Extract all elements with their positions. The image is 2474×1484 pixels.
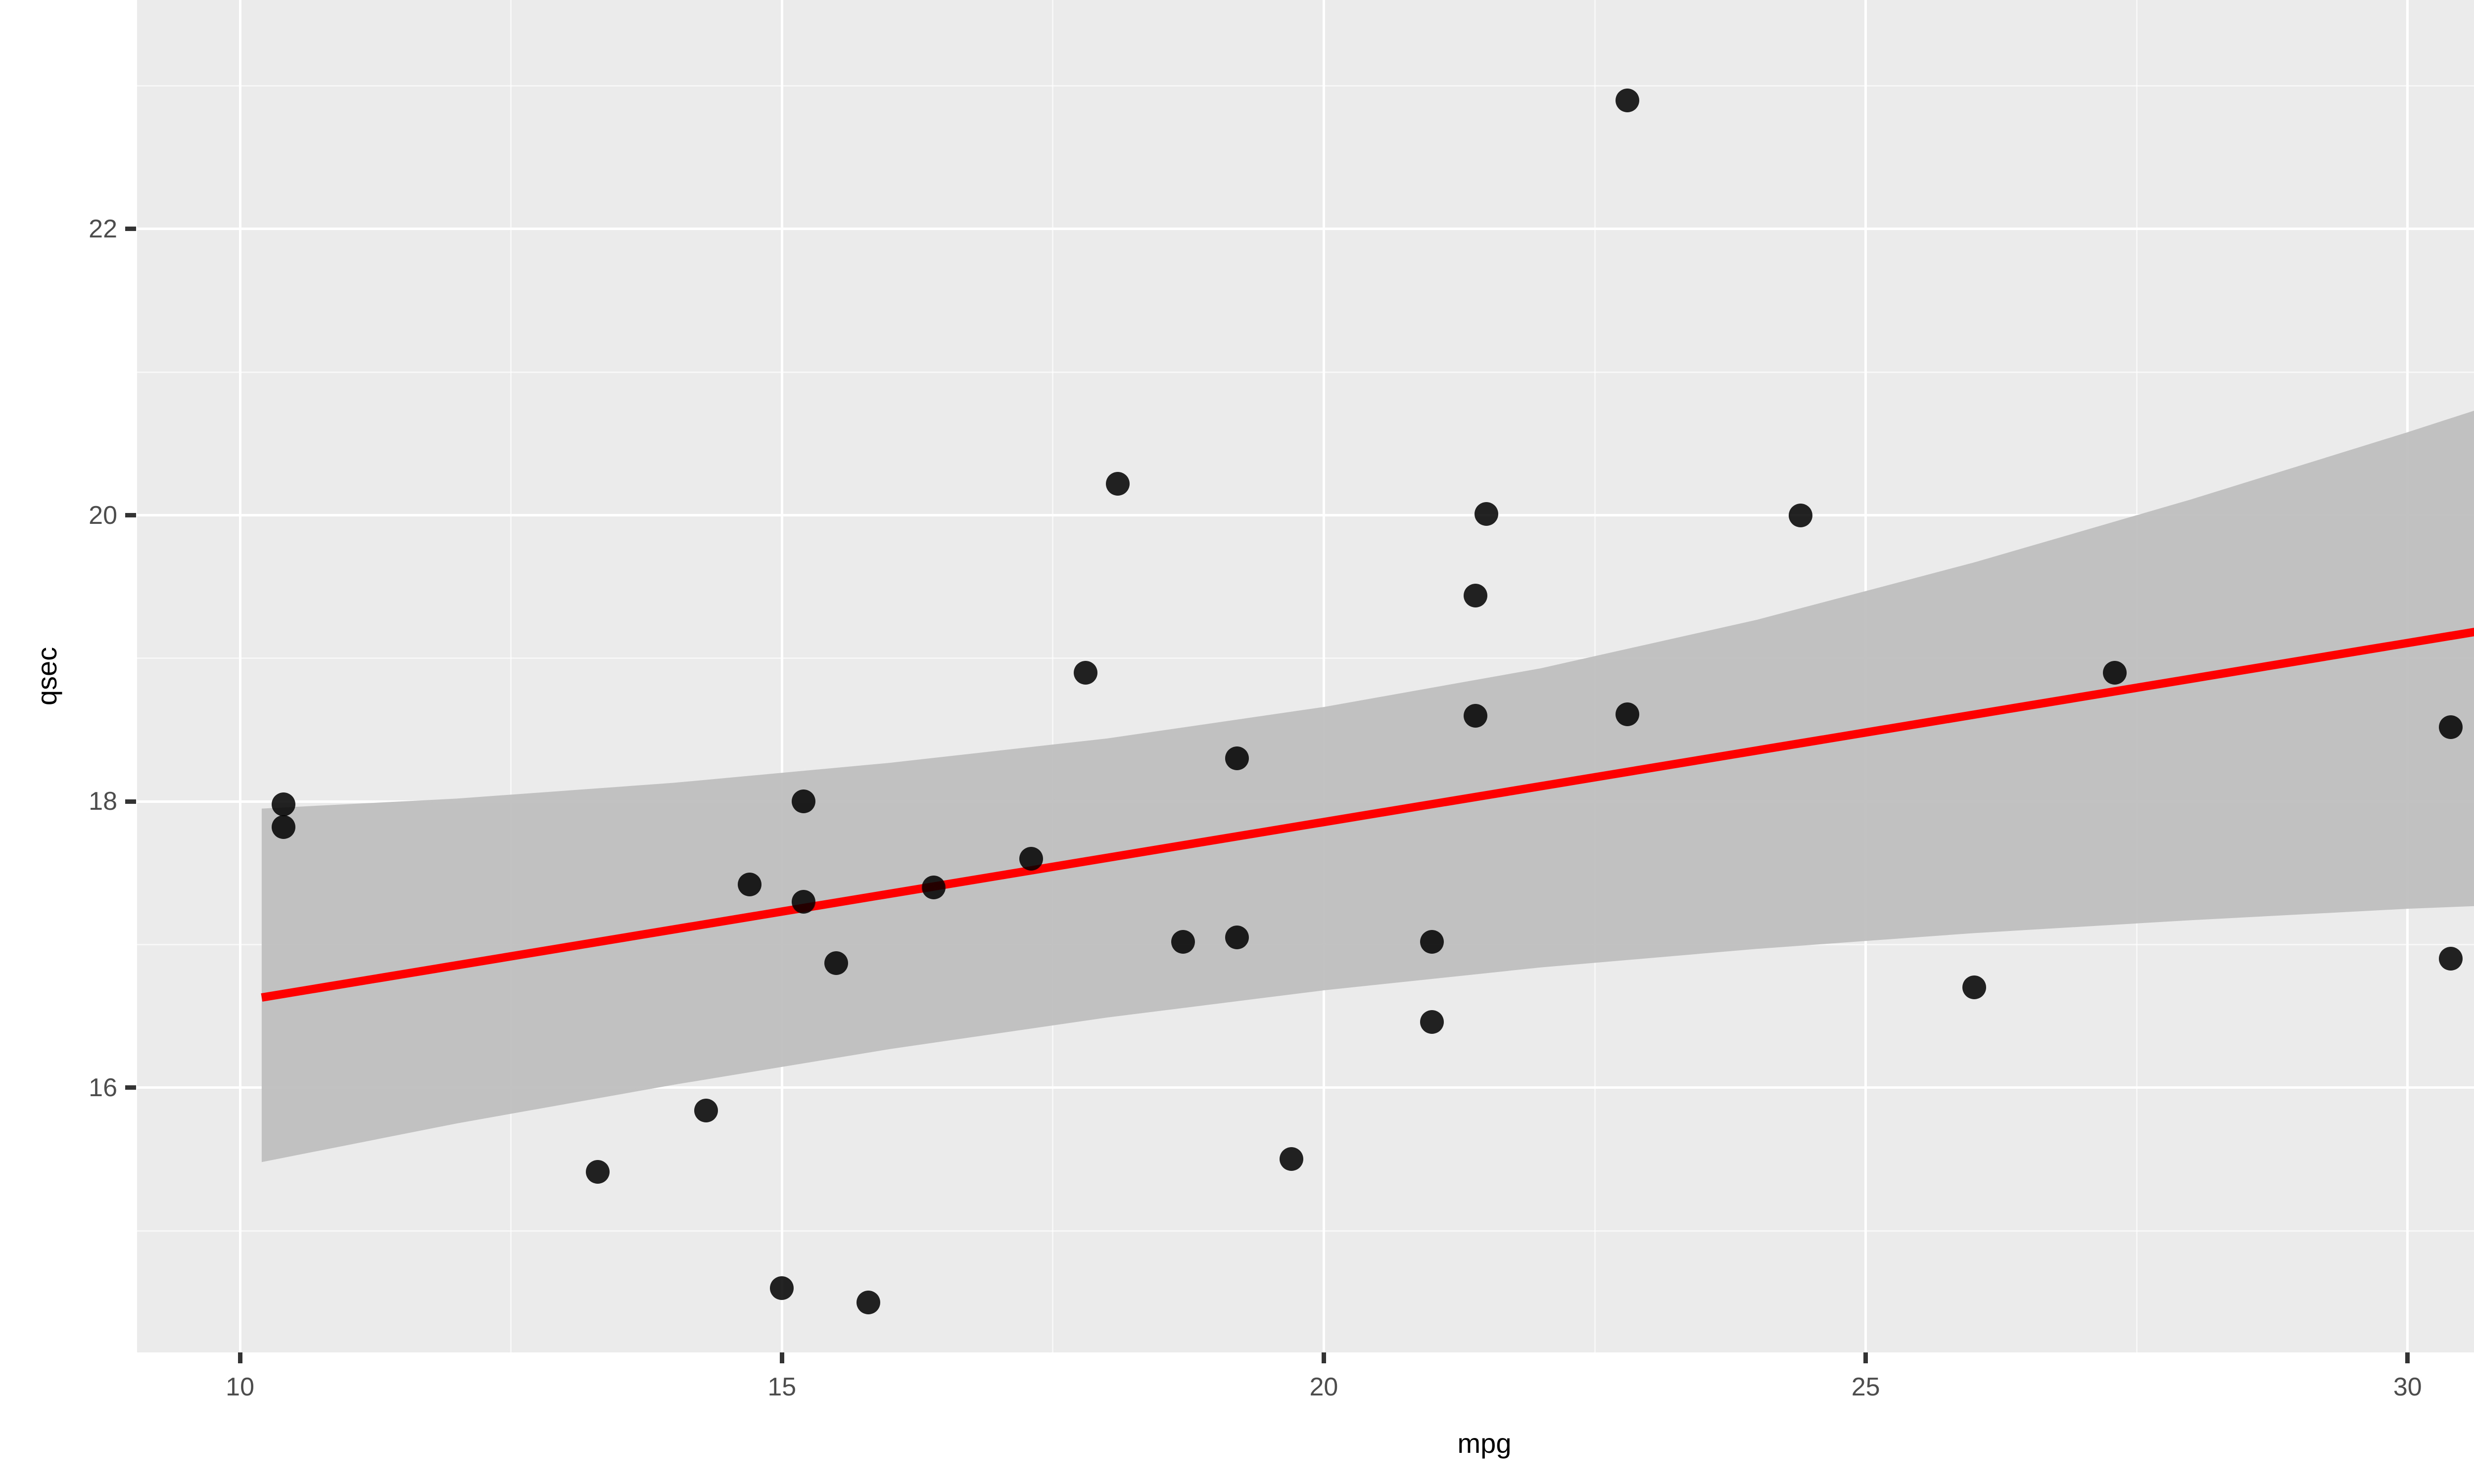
gridline-minor-x (510, 0, 512, 1352)
data-point (1225, 746, 1249, 771)
y-tick-mark (125, 513, 136, 518)
data-point (856, 1290, 881, 1314)
gridline-minor-x (1052, 0, 1054, 1352)
y-tick-label: 20 (89, 501, 117, 530)
x-tick-label: 30 (2393, 1373, 2422, 1401)
y-tick-mark (125, 1085, 136, 1090)
gridline-major-x (780, 0, 783, 1352)
x-tick-label: 10 (226, 1373, 254, 1401)
gridline-major-x (1322, 0, 1325, 1352)
data-point (1073, 660, 1097, 685)
data-point (792, 889, 816, 914)
data-point (1420, 1010, 1444, 1034)
data-point (770, 1276, 794, 1300)
data-point (271, 792, 295, 816)
data-point (1464, 703, 1488, 728)
data-point (737, 872, 761, 896)
data-point (1615, 702, 1639, 726)
data-point (694, 1099, 718, 1123)
data-points (137, 0, 2474, 1352)
x-tick-mark (779, 1352, 784, 1363)
gridline-minor-y (137, 657, 2474, 659)
data-point (1225, 925, 1249, 949)
data-point (2439, 947, 2463, 971)
data-point (792, 789, 816, 814)
data-point (1464, 583, 1488, 607)
gridline-minor-y (137, 1230, 2474, 1232)
data-point (1789, 503, 1813, 527)
data-point (1019, 846, 1044, 871)
y-tick-mark (125, 227, 136, 232)
gridline-minor-y (137, 85, 2474, 87)
x-tick-label: 15 (767, 1373, 797, 1401)
data-point (271, 815, 295, 839)
data-point (2439, 715, 2463, 739)
data-point (2103, 660, 2127, 685)
y-tick-label: 18 (89, 787, 117, 816)
data-point (1420, 929, 1444, 954)
x-tick-mark (1321, 1352, 1326, 1363)
gridline-minor-y (137, 371, 2474, 373)
data-point (1475, 502, 1498, 526)
gridline-major-y (137, 514, 2474, 517)
x-axis-title: mpg (1457, 1428, 1512, 1459)
y-tick-mark (125, 799, 136, 804)
x-tick-mark (238, 1352, 242, 1363)
plot-panel (137, 0, 2474, 1352)
data-point (921, 875, 946, 899)
y-tick-label: 22 (89, 214, 117, 243)
data-point (1279, 1147, 1303, 1171)
data-point (1171, 929, 1195, 954)
x-tick-label: 25 (1851, 1373, 1880, 1401)
regression-line (261, 628, 2474, 1002)
confidence-band (261, 411, 2474, 1162)
gridline-major-y (137, 228, 2474, 231)
data-point (824, 951, 848, 975)
data-point (1615, 88, 1639, 112)
x-tick-label: 20 (1309, 1373, 1338, 1401)
x-tick-mark (1863, 1352, 1868, 1363)
gridline-major-y (137, 1086, 2474, 1089)
data-point (585, 1160, 610, 1184)
y-axis-title-wrap: qsec (30, 0, 64, 1352)
y-axis-title: qsec (31, 647, 62, 706)
data-point (1962, 975, 1986, 1000)
x-tick-mark (2405, 1352, 2410, 1363)
gridline-major-x (238, 0, 241, 1352)
y-tick-label: 16 (89, 1073, 117, 1102)
data-point (1106, 471, 1130, 496)
